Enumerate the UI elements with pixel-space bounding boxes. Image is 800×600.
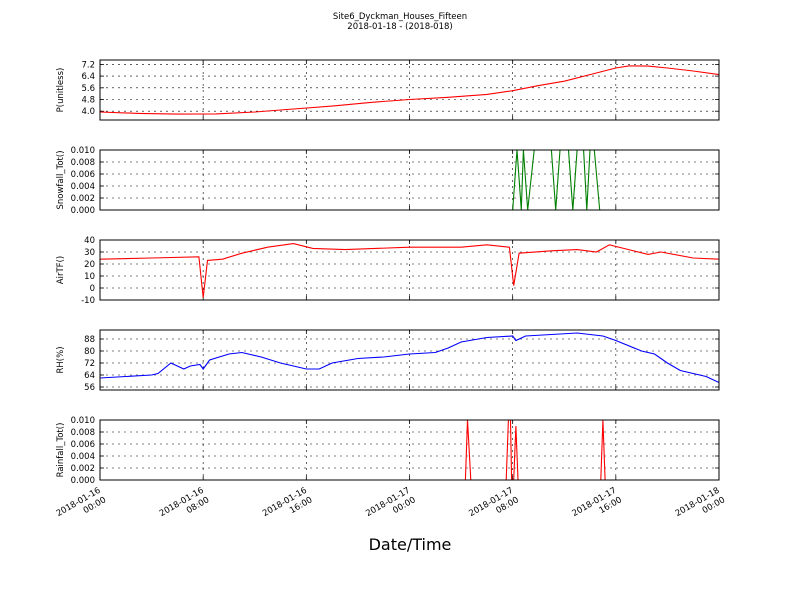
y-tick-label: 0.008 <box>71 158 95 168</box>
y-tick-label: 20 <box>84 260 95 270</box>
panels: 4.04.85.66.47.2P(unitless)0.0000.0020.00… <box>56 59 720 486</box>
y-tick-label: 0.010 <box>71 416 95 426</box>
series-line-panel-3 <box>99 243 720 298</box>
y-tick-label: 72 <box>84 359 95 369</box>
panel-frame <box>99 59 720 121</box>
y-tick-label: 6.4 <box>81 72 95 82</box>
chart-subtitle: 2018-01-18 - (2018-018) <box>347 22 452 32</box>
y-tick-label: 40 <box>84 236 95 246</box>
panel-5: 0.000 0.002 0.004 0.006 0.008 0.010 Rainfall_T… <box>56 416 720 486</box>
y-tick-label: 64 <box>84 371 95 381</box>
y-tick-label: 4.0 <box>81 107 95 117</box>
panel-3: -10 0 10 20 30 40 AirTF() <box>56 236 720 306</box>
y-axis-label: AirTF() <box>56 256 66 284</box>
series-line-panel-1 <box>99 65 720 115</box>
y-axis-label: Rainfall_Tot() <box>56 423 66 478</box>
y-tick-label: 30 <box>84 248 95 258</box>
panel-1: 4.04.8 5.6 6.4 7.2 P(unitless) <box>56 59 720 121</box>
panel-frame <box>99 419 720 481</box>
series-line-panel-4 <box>99 332 720 383</box>
y-tick-label: 80 <box>84 347 95 357</box>
y-tick-label: -10 <box>81 296 95 306</box>
y-axis-label: P(unitless) <box>56 68 66 113</box>
y-tick-label: 88 <box>84 335 95 345</box>
panel-2: 0.000 0.002 0.004 0.006 0.008 0.010 Snowfall_T… <box>56 146 720 216</box>
y-axis-label: Snowfall_Tot() <box>56 150 66 209</box>
x-axis-label: Date/Time <box>369 535 452 554</box>
y-tick-label: 5.6 <box>81 84 95 94</box>
y-tick-label: 4.8 <box>81 96 95 106</box>
y-tick-label: 0.008 <box>71 428 95 438</box>
chart-title: Site6_Dyckman_Houses_Fifteen <box>333 12 467 22</box>
y-tick-label: 0.002 <box>71 194 95 204</box>
panel-frame <box>99 239 720 301</box>
y-tick-label: 0.004 <box>71 182 95 192</box>
y-tick-label: 0.004 <box>71 452 95 462</box>
y-tick-label: 0.000 <box>71 476 95 486</box>
y-tick-label: 0 <box>90 284 95 294</box>
panel-4: 56 64 72 80 88 RH(%) <box>56 329 720 393</box>
y-tick-label: 10 <box>84 272 95 282</box>
y-tick-label: 0.010 <box>71 146 95 156</box>
y-tick-label: 7.2 <box>81 60 95 70</box>
y-tick-label: 0.002 <box>71 464 95 474</box>
y-axis-label: RH(%) <box>56 346 66 373</box>
y-tick-label: 0.006 <box>71 170 95 180</box>
y-tick-label: 56 <box>84 383 95 393</box>
y-tick-label: 0.006 <box>71 440 95 450</box>
y-tick-label: 0.000 <box>71 206 95 216</box>
panel-frame <box>99 329 720 391</box>
panel-frame <box>99 149 720 211</box>
